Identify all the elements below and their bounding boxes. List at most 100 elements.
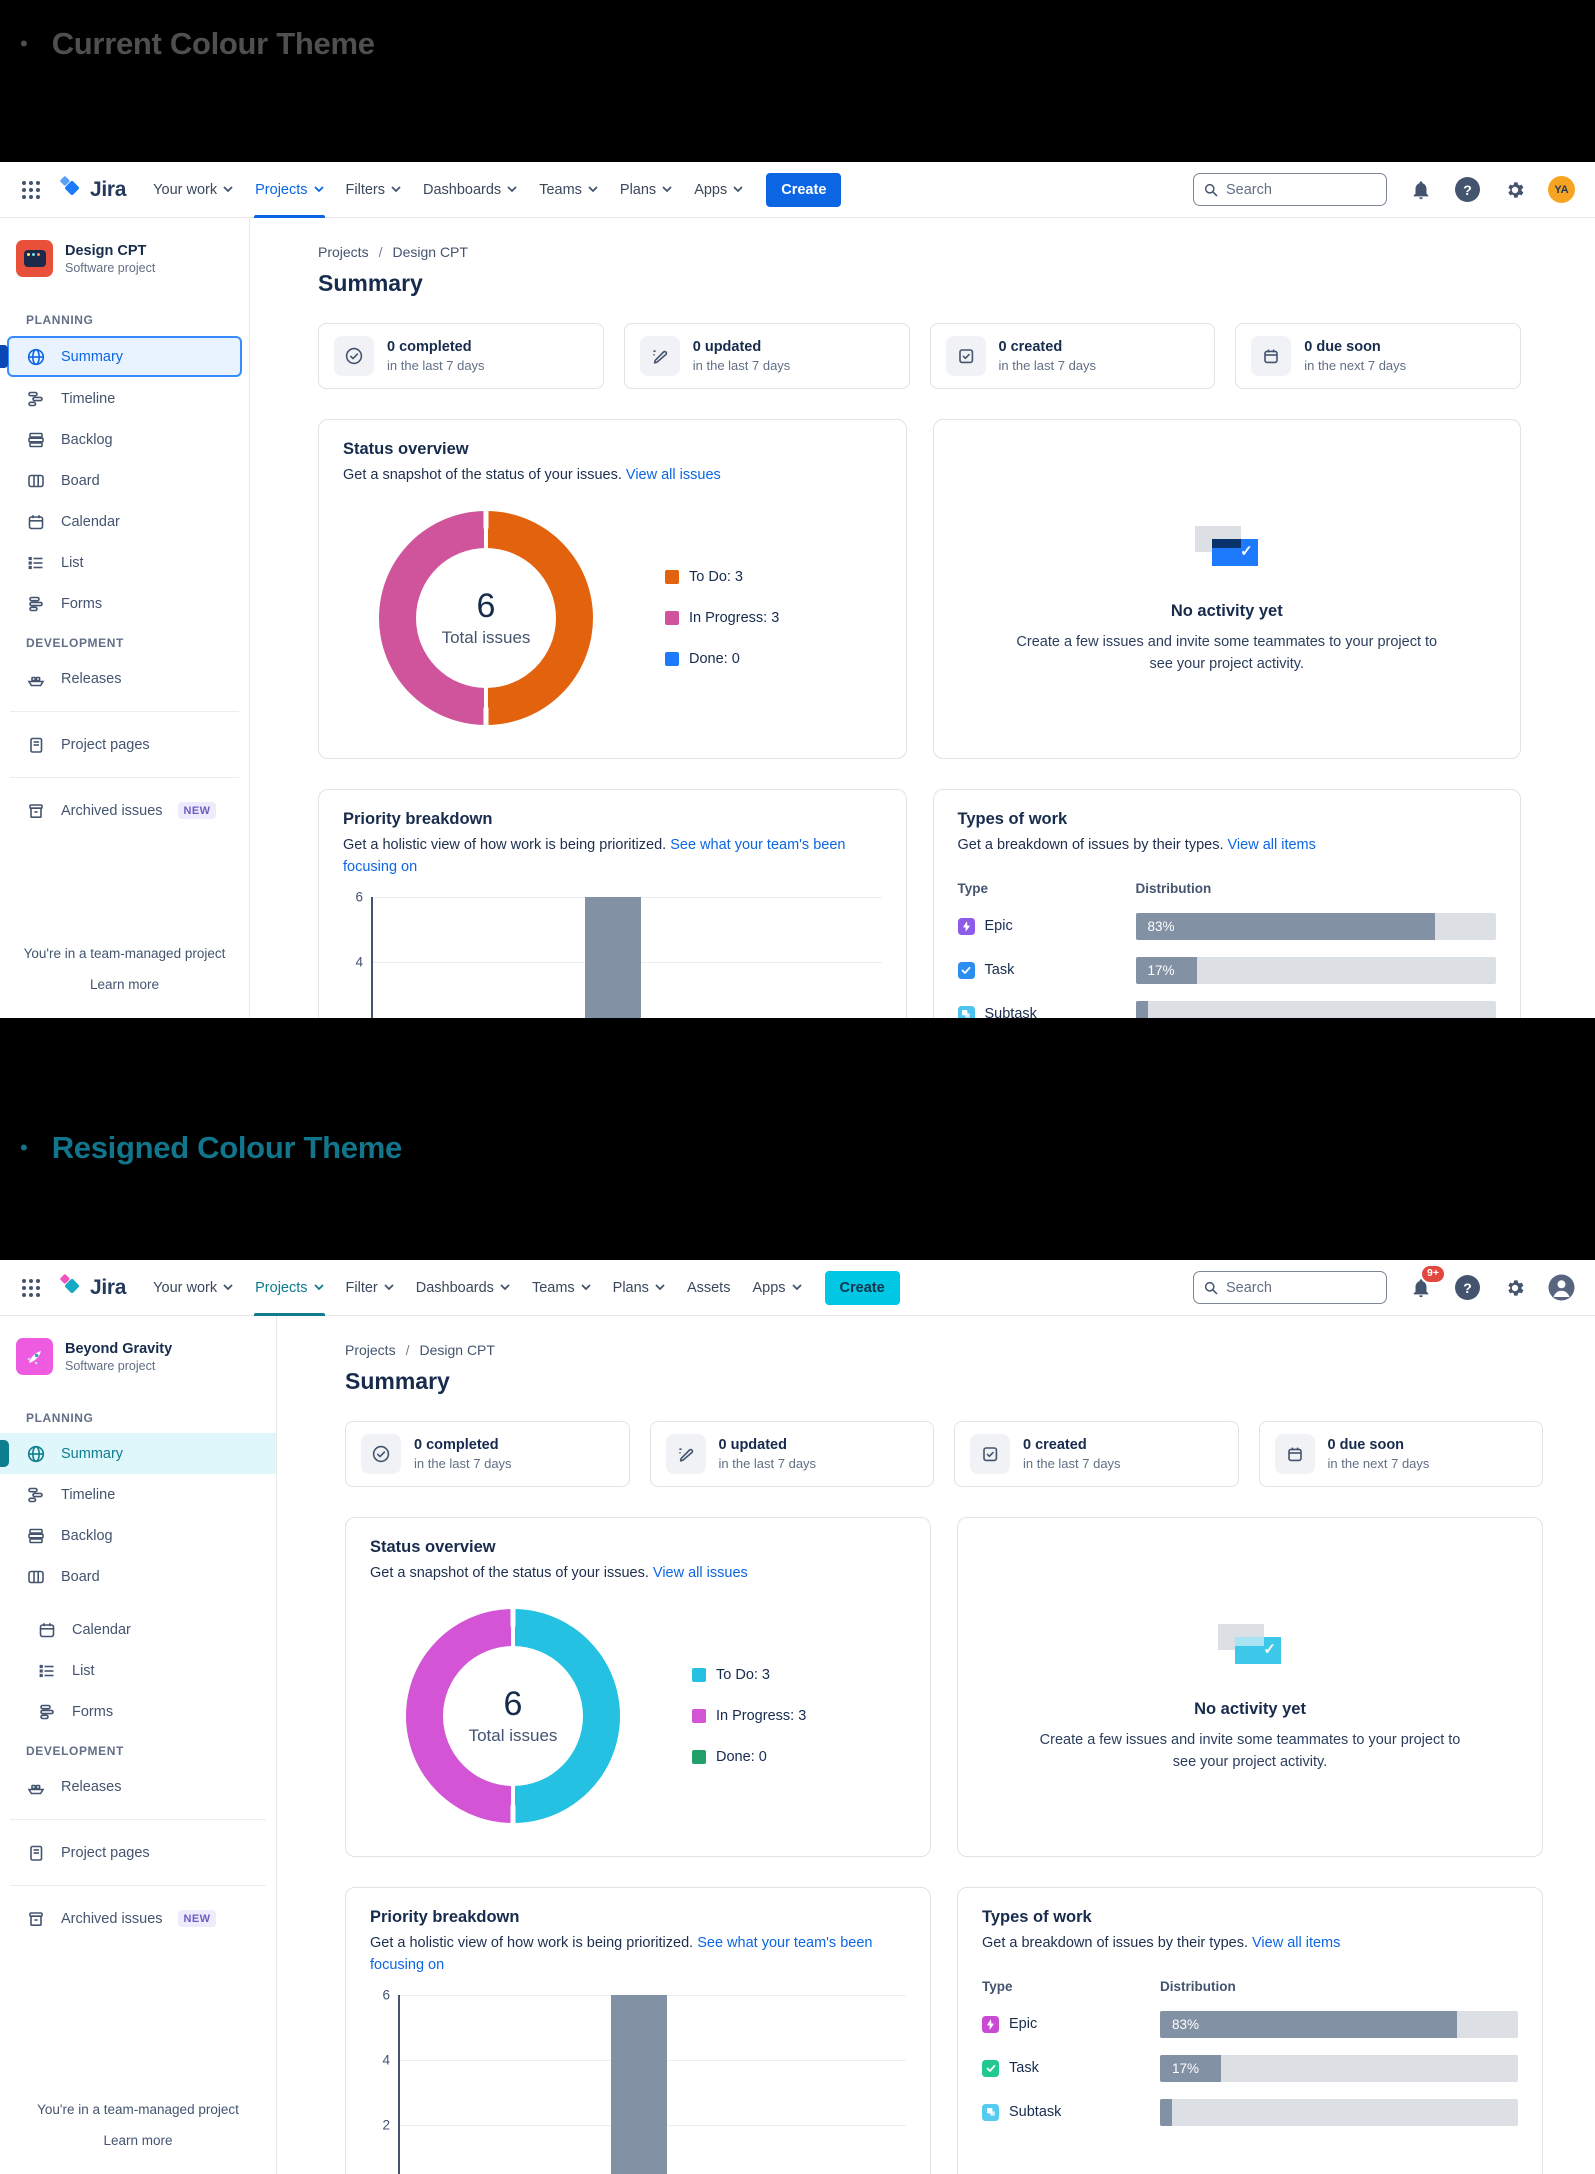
nav-plans[interactable]: Plans — [609, 162, 683, 218]
search-box[interactable] — [1193, 173, 1387, 206]
sidebar-item-board[interactable]: Board — [0, 460, 249, 501]
breadcrumb-project[interactable]: Design CPT — [392, 244, 468, 260]
priority-bar[interactable] — [611, 1994, 668, 2174]
annotation-title-redesigned: Resigned Colour Theme — [51, 1130, 403, 1165]
nav-dashboards[interactable]: Dashboards — [412, 162, 528, 218]
sidebar-item-archived-issues[interactable]: Archived issues NEW — [0, 1898, 276, 1939]
nav-filters[interactable]: Filters — [335, 162, 412, 218]
nav-filter[interactable]: Filter — [335, 1260, 405, 1316]
jira-logo[interactable]: Jira — [58, 1272, 126, 1303]
section-label-development: DEVELOPMENT — [26, 636, 124, 650]
learn-more-link[interactable]: Learn more — [103, 2133, 173, 2148]
archive-box-icon — [29, 1911, 43, 1926]
nav-apps[interactable]: Apps — [683, 162, 754, 218]
stat-updated: 0 updated in the last 7 days — [623, 323, 910, 389]
check-circle-icon — [334, 336, 374, 376]
notifications-bell-icon[interactable] — [1407, 176, 1434, 203]
distribution-bar: 83% — [1135, 912, 1496, 940]
nav-projects[interactable]: Projects — [244, 1260, 334, 1316]
view-all-issues-link[interactable]: View all issues — [652, 1565, 748, 1581]
sidebar-item-project-pages[interactable]: Project pages — [0, 1832, 276, 1873]
sidebar-item-project-pages[interactable]: Project pages — [0, 724, 249, 765]
sidebar-item-calendar[interactable]: Calendar — [0, 1609, 276, 1650]
list-icon — [28, 556, 43, 569]
breadcrumb-projects[interactable]: Projects — [345, 1342, 396, 1358]
create-button[interactable]: Create — [766, 172, 842, 207]
create-button[interactable]: Create — [824, 1270, 900, 1305]
sidebar-item-calendar[interactable]: Calendar — [0, 501, 249, 542]
settings-gear-icon[interactable] — [1501, 176, 1528, 203]
team-focus-link[interactable]: See what your team's been focusing on — [370, 1935, 873, 1973]
view-all-issues-link[interactable]: View all issues — [625, 467, 721, 483]
help-icon[interactable]: ? — [1454, 1274, 1481, 1301]
nav-dashboards[interactable]: Dashboards — [405, 1260, 521, 1316]
search-input[interactable] — [1225, 181, 1376, 198]
user-avatar-icon[interactable] — [1548, 1274, 1575, 1301]
y-tick: 6 — [355, 889, 363, 904]
project-header[interactable]: Beyond Gravity Software project — [0, 1338, 276, 1375]
nav-apps[interactable]: Apps — [741, 1260, 812, 1316]
card-title: Status overview — [343, 440, 469, 458]
sidebar-item-timeline[interactable]: Timeline — [0, 378, 249, 419]
y-axis — [371, 896, 373, 1018]
globe-icon — [27, 1445, 45, 1462]
team-managed-note: You're in a team-managed project — [37, 2102, 239, 2117]
backlog-icon — [28, 432, 44, 447]
nav-plans[interactable]: Plans — [602, 1260, 676, 1316]
no-activity-illustration: ✓ — [1218, 1624, 1282, 1664]
epic-icon — [982, 2015, 999, 2033]
breadcrumb-projects[interactable]: Projects — [318, 244, 369, 260]
stat-completed: 0 completed in the last 7 days — [345, 1421, 630, 1487]
app-switcher-icon[interactable] — [14, 173, 48, 207]
nav-projects[interactable]: Projects — [244, 162, 334, 218]
section-label-development: DEVELOPMENT — [26, 1744, 124, 1758]
priority-bar[interactable] — [585, 896, 642, 1018]
ship-icon — [27, 1784, 45, 1794]
app-switcher-icon[interactable] — [14, 1271, 48, 1305]
settings-gear-icon[interactable] — [1501, 1274, 1528, 1301]
search-input[interactable] — [1225, 1279, 1376, 1296]
project-header[interactable]: Design CPT Software project — [0, 240, 249, 277]
sidebar-item-forms[interactable]: Forms — [0, 583, 249, 624]
sidebar-item-summary[interactable]: Summary — [0, 336, 242, 377]
team-focus-link[interactable]: See what your team's been focusing on — [343, 837, 846, 875]
sidebar-item-backlog[interactable]: Backlog — [0, 1515, 276, 1556]
sidebar-item-backlog[interactable]: Backlog — [0, 419, 249, 460]
task-icon — [982, 2059, 999, 2077]
sidebar-item-releases[interactable]: Releases — [0, 658, 249, 699]
project-type: Software project — [65, 260, 156, 275]
nav-teams[interactable]: Teams — [528, 162, 609, 218]
sidebar-item-list[interactable]: List — [0, 1650, 276, 1691]
nav-your-work[interactable]: Your work — [142, 1260, 244, 1316]
table-row: Epic 83% — [982, 2010, 1518, 2038]
sidebar-item-list[interactable]: List — [0, 542, 249, 583]
nav-your-work[interactable]: Your work — [142, 162, 244, 218]
sidebar-item-archived-issues[interactable]: Archived issues NEW — [0, 790, 249, 831]
notifications-bell-icon[interactable]: 9+ — [1407, 1266, 1444, 1301]
view-all-items-link[interactable]: View all items — [1227, 837, 1316, 853]
sidebar-item-releases[interactable]: Releases — [0, 1766, 276, 1807]
globe-icon — [27, 348, 45, 365]
y-tick: 6 — [382, 1987, 390, 2002]
nav-assets[interactable]: Assets — [686, 1279, 731, 1296]
search-icon — [1204, 183, 1218, 196]
y-tick: 4 — [355, 954, 363, 969]
sidebar-item-timeline[interactable]: Timeline — [0, 1474, 276, 1515]
sidebar-item-forms[interactable]: Forms — [0, 1691, 276, 1732]
y-axis — [398, 1994, 400, 2174]
help-icon[interactable]: ? — [1454, 176, 1481, 203]
nav-teams[interactable]: Teams — [521, 1260, 602, 1316]
sidebar-item-board[interactable]: Board — [0, 1556, 276, 1597]
jira-logo[interactable]: Jira — [58, 174, 126, 205]
status-donut-chart[interactable]: 6 Total issues — [406, 1608, 620, 1823]
search-box[interactable] — [1193, 1271, 1387, 1304]
breadcrumb-project[interactable]: Design CPT — [419, 1342, 495, 1358]
status-donut-chart[interactable]: 6 Total issues — [379, 510, 593, 725]
sidebar-item-summary[interactable]: Summary — [0, 1433, 276, 1474]
no-activity-desc: Create a few issues and invite some team… — [1039, 1732, 1461, 1771]
breadcrumb: Projects / Design CPT — [318, 244, 468, 260]
learn-more-link[interactable]: Learn more — [89, 977, 160, 992]
view-all-items-link[interactable]: View all items — [1252, 1935, 1341, 1951]
user-avatar[interactable]: YA — [1548, 176, 1575, 203]
legend-todo: To Do: 3 — [665, 569, 779, 585]
